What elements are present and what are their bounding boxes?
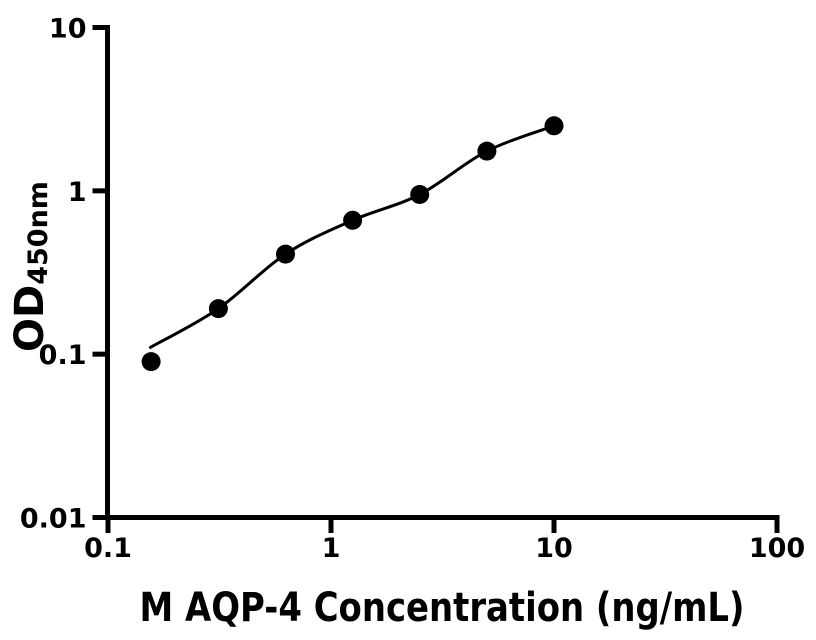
- x-tick-label: 10: [535, 533, 573, 564]
- x-axis-title: M AQP-4 Concentration (ng/mL): [140, 585, 745, 631]
- data-point: [544, 116, 564, 136]
- y-tick-label: 1: [68, 177, 87, 208]
- data-point: [477, 141, 497, 161]
- data-point: [410, 185, 430, 204]
- data-point: [208, 299, 228, 319]
- data-series-layer: [141, 116, 564, 372]
- y-tick-label: 10: [49, 14, 87, 45]
- x-tick-label: 0.1: [84, 533, 132, 564]
- y-axis-title-subscript: 450nm: [23, 181, 54, 285]
- x-tick-label: 1: [322, 533, 341, 564]
- data-point: [276, 244, 295, 264]
- data-point: [343, 210, 363, 230]
- y-tick-label: 0.01: [20, 504, 87, 535]
- x-tick-label: 100: [749, 533, 805, 564]
- y-axis-title-main: OD: [7, 285, 53, 352]
- y-axis-title: OD450nm: [7, 181, 54, 352]
- data-point: [141, 352, 161, 372]
- y-tick-label: 0.1: [39, 340, 87, 371]
